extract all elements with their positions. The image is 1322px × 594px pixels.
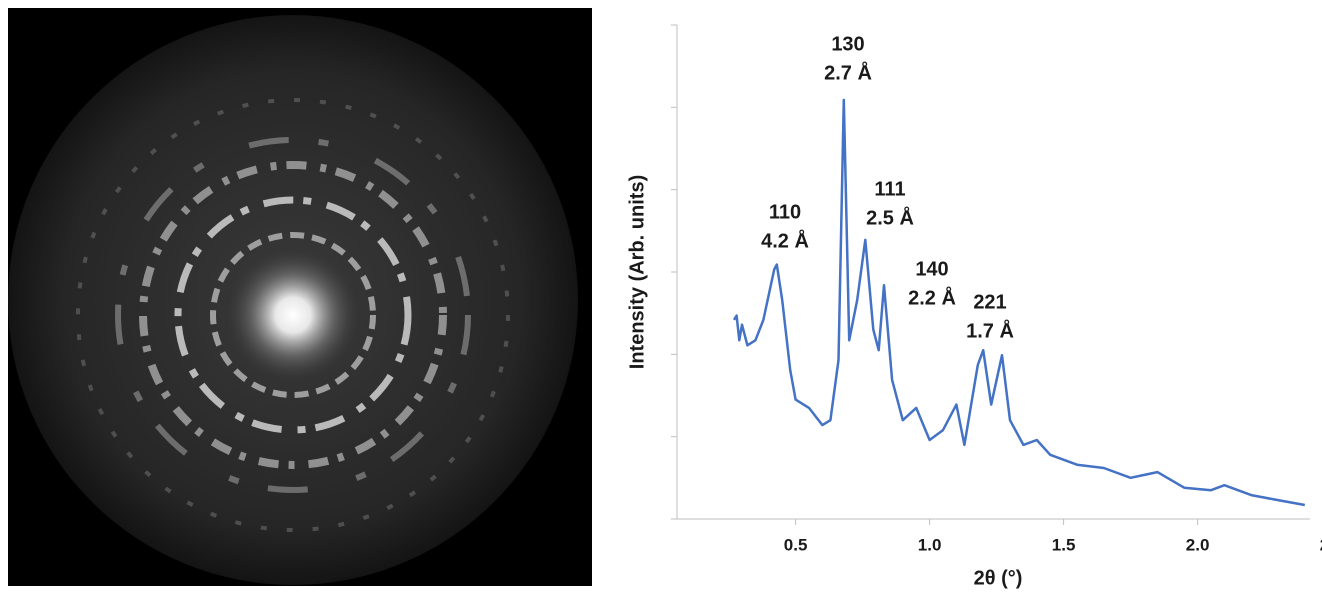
x-tick-label: 2.5 [1320,535,1322,554]
x-tick-label: 1.5 [1052,535,1076,554]
x-tick-label: 1.0 [918,535,942,554]
diffraction-image [8,8,592,586]
y-axis-label: Intensity (Arb. units) [626,175,648,369]
peak-annotation: 110 [769,201,801,223]
data-line [732,98,1306,507]
x-tick-label: 2.0 [1186,535,1210,554]
peak-annotation: 1.7 Å [966,318,1014,342]
peak-annotation: 2.5 Å [866,205,914,229]
peak-annotation: 2.7 Å [824,60,872,84]
peak-annotation: 111 [874,178,905,200]
x-tick-label: 0.5 [784,535,808,554]
peak-annotation: 4.2 Å [761,228,809,252]
peak-annotation: 221 [973,291,1006,313]
peak-annotation: 140 [915,258,948,280]
x-axis-label: 2θ (°) [974,567,1023,589]
peak-annotation: 130 [831,33,864,55]
peak-annotation: 2.2 Å [908,285,956,309]
